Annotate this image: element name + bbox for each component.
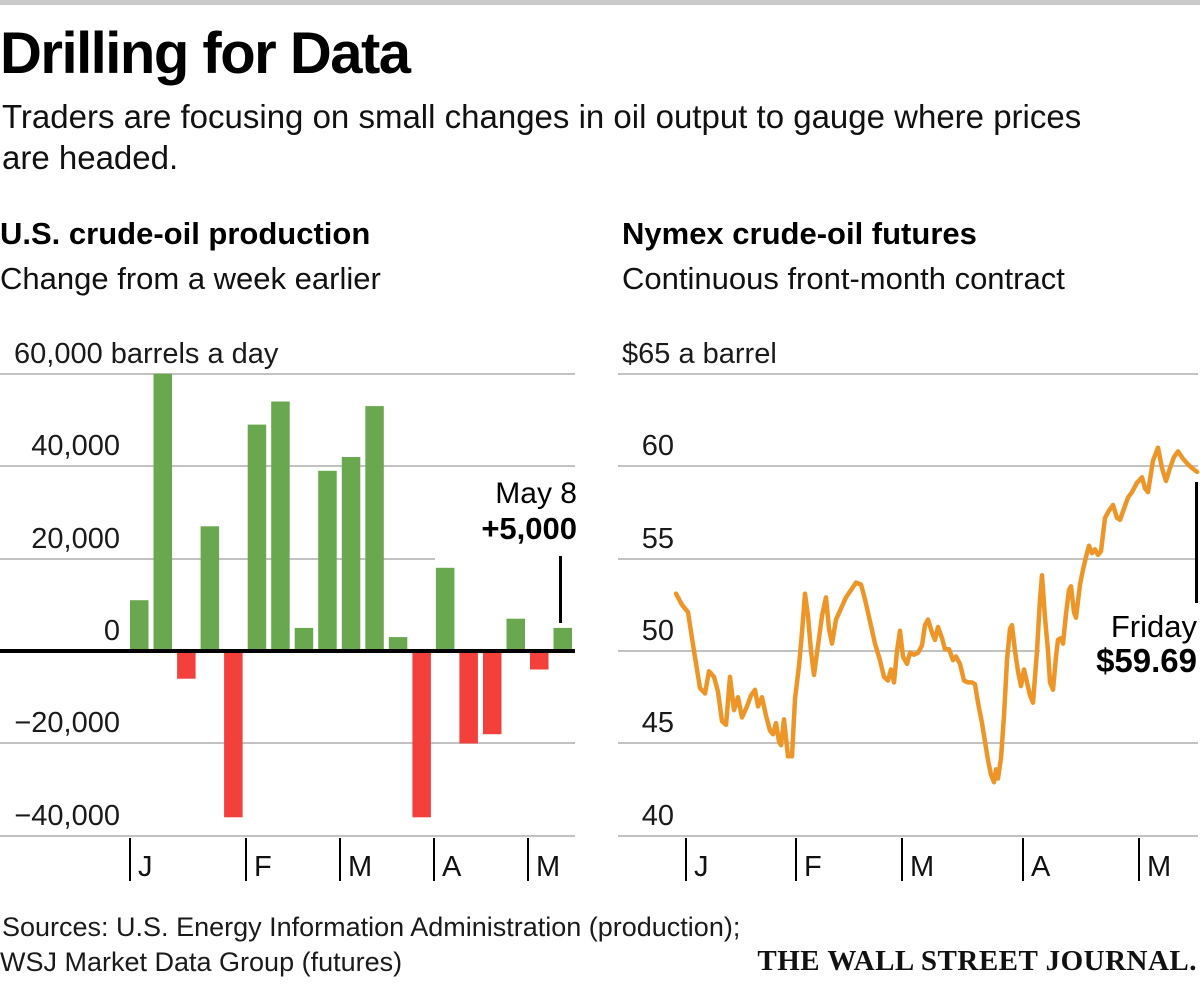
y-axis-label: −40,000	[14, 800, 120, 832]
x-axis-line	[0, 835, 575, 837]
may8-pointer-line	[559, 556, 562, 623]
x-axis-tick	[245, 838, 247, 881]
right-chart-title: Nymex crude-oil futures	[622, 216, 977, 251]
subtitle-line-2: are headed.	[2, 139, 179, 176]
friday-pointer-line	[1195, 482, 1198, 603]
x-axis-month-label: M	[1147, 851, 1172, 883]
bar	[483, 651, 502, 735]
friday-annotation-label: Friday	[1110, 609, 1197, 644]
bar	[247, 424, 267, 651]
zero-axis-line-overlay	[0, 649, 575, 653]
right-chart-unit-label: $65 a barrel	[622, 338, 777, 370]
left-chart-subtitle: Change from a week earlier	[0, 261, 381, 296]
friday-annotation-price: $59.69	[1096, 642, 1197, 679]
x-axis-month-label: M	[536, 851, 561, 883]
y-axis-label: 45	[641, 707, 674, 739]
x-axis-tick	[1138, 838, 1140, 881]
sources-line-1: Sources: U.S. Energy Information Adminis…	[2, 912, 741, 942]
x-axis-month-label: A	[442, 851, 462, 883]
x-axis-tick	[527, 838, 529, 881]
y-axis-label: 55	[641, 523, 674, 555]
x-axis-tick	[339, 838, 341, 881]
x-axis-tick	[685, 838, 687, 881]
gridline	[618, 650, 1040, 652]
bar	[294, 627, 314, 651]
price-line	[673, 445, 1200, 785]
bar	[388, 637, 408, 651]
bar	[412, 651, 431, 818]
bar	[459, 651, 478, 744]
gridline	[0, 372, 575, 375]
x-axis-month-label: J	[694, 851, 709, 883]
y-axis-label: 60	[641, 430, 674, 462]
x-axis-month-label: F	[804, 851, 822, 883]
production-bar-chart: 40,000 20,000 0 −20,000 −40,000 J F M A M	[0, 372, 575, 883]
y-axis-label: −20,000	[14, 707, 120, 739]
y-axis-label: 40	[641, 800, 674, 832]
bar	[271, 401, 290, 651]
x-axis-line	[618, 835, 1198, 837]
bar	[365, 406, 384, 651]
x-axis-month-label: J	[138, 851, 153, 883]
bar	[341, 457, 361, 651]
left-chart-title: U.S. crude-oil production	[0, 216, 371, 251]
x-axis-tick	[795, 838, 797, 881]
bar	[506, 618, 525, 651]
x-axis-tick	[433, 838, 435, 881]
gridline	[618, 372, 1198, 375]
gridline	[0, 742, 575, 744]
x-axis-tick	[1022, 838, 1024, 881]
bar	[553, 627, 572, 651]
y-axis-label: 50	[641, 615, 674, 647]
bars-plot	[130, 373, 572, 818]
bar	[318, 470, 337, 651]
gridline	[618, 465, 1198, 467]
y-axis-label: 0	[103, 615, 120, 647]
gridline	[618, 742, 1198, 744]
may8-annotation-label: May 8	[495, 477, 577, 510]
x-axis-month-label: M	[910, 851, 935, 883]
wsj-logo: THE WALL STREET JOURNAL.	[757, 945, 1197, 977]
left-chart-unit-label: 60,000 barrels a day	[14, 338, 279, 370]
bar	[153, 373, 172, 651]
top-gray-bar	[0, 0, 1200, 5]
bar	[530, 651, 549, 670]
x-axis-tick	[129, 838, 131, 881]
subtitle-line-1: Traders are focusing on small changes in…	[2, 98, 1082, 135]
bar	[200, 526, 220, 651]
x-axis-month-label: M	[348, 851, 373, 883]
x-axis-tick	[901, 838, 903, 881]
x-axis-month-label: A	[1031, 851, 1051, 883]
page-title: Drilling for Data	[0, 21, 411, 86]
y-axis-label: 40,000	[31, 430, 120, 462]
right-chart-subtitle: Continuous front-month contract	[622, 261, 1065, 296]
may8-annotation-value: +5,000	[481, 511, 577, 546]
bar	[130, 600, 149, 651]
y-axis-label: 20,000	[31, 523, 120, 555]
bar	[177, 651, 196, 679]
bar	[224, 651, 243, 818]
gridline	[618, 558, 1198, 560]
bar	[435, 567, 455, 651]
page-subtitle: Traders are focusing on small changes in…	[2, 96, 1081, 178]
x-axis-month-label: F	[254, 851, 272, 883]
line-plot	[673, 445, 1200, 785]
sources-line-2: WSJ Market Data Group (futures)	[0, 947, 403, 977]
